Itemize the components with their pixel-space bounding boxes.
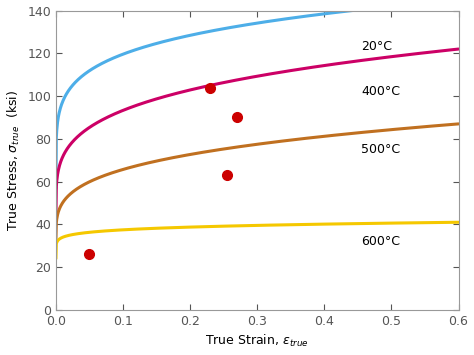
Text: 600°C: 600°C xyxy=(361,235,400,248)
Text: 400°C: 400°C xyxy=(361,85,400,98)
X-axis label: True Strain, $\varepsilon_{true}$: True Strain, $\varepsilon_{true}$ xyxy=(205,333,309,349)
Text: 500°C: 500°C xyxy=(361,143,401,156)
Text: 20°C: 20°C xyxy=(361,40,392,53)
Y-axis label: True Stress, $\sigma_{true}$  (ksi): True Stress, $\sigma_{true}$ (ksi) xyxy=(6,90,22,231)
